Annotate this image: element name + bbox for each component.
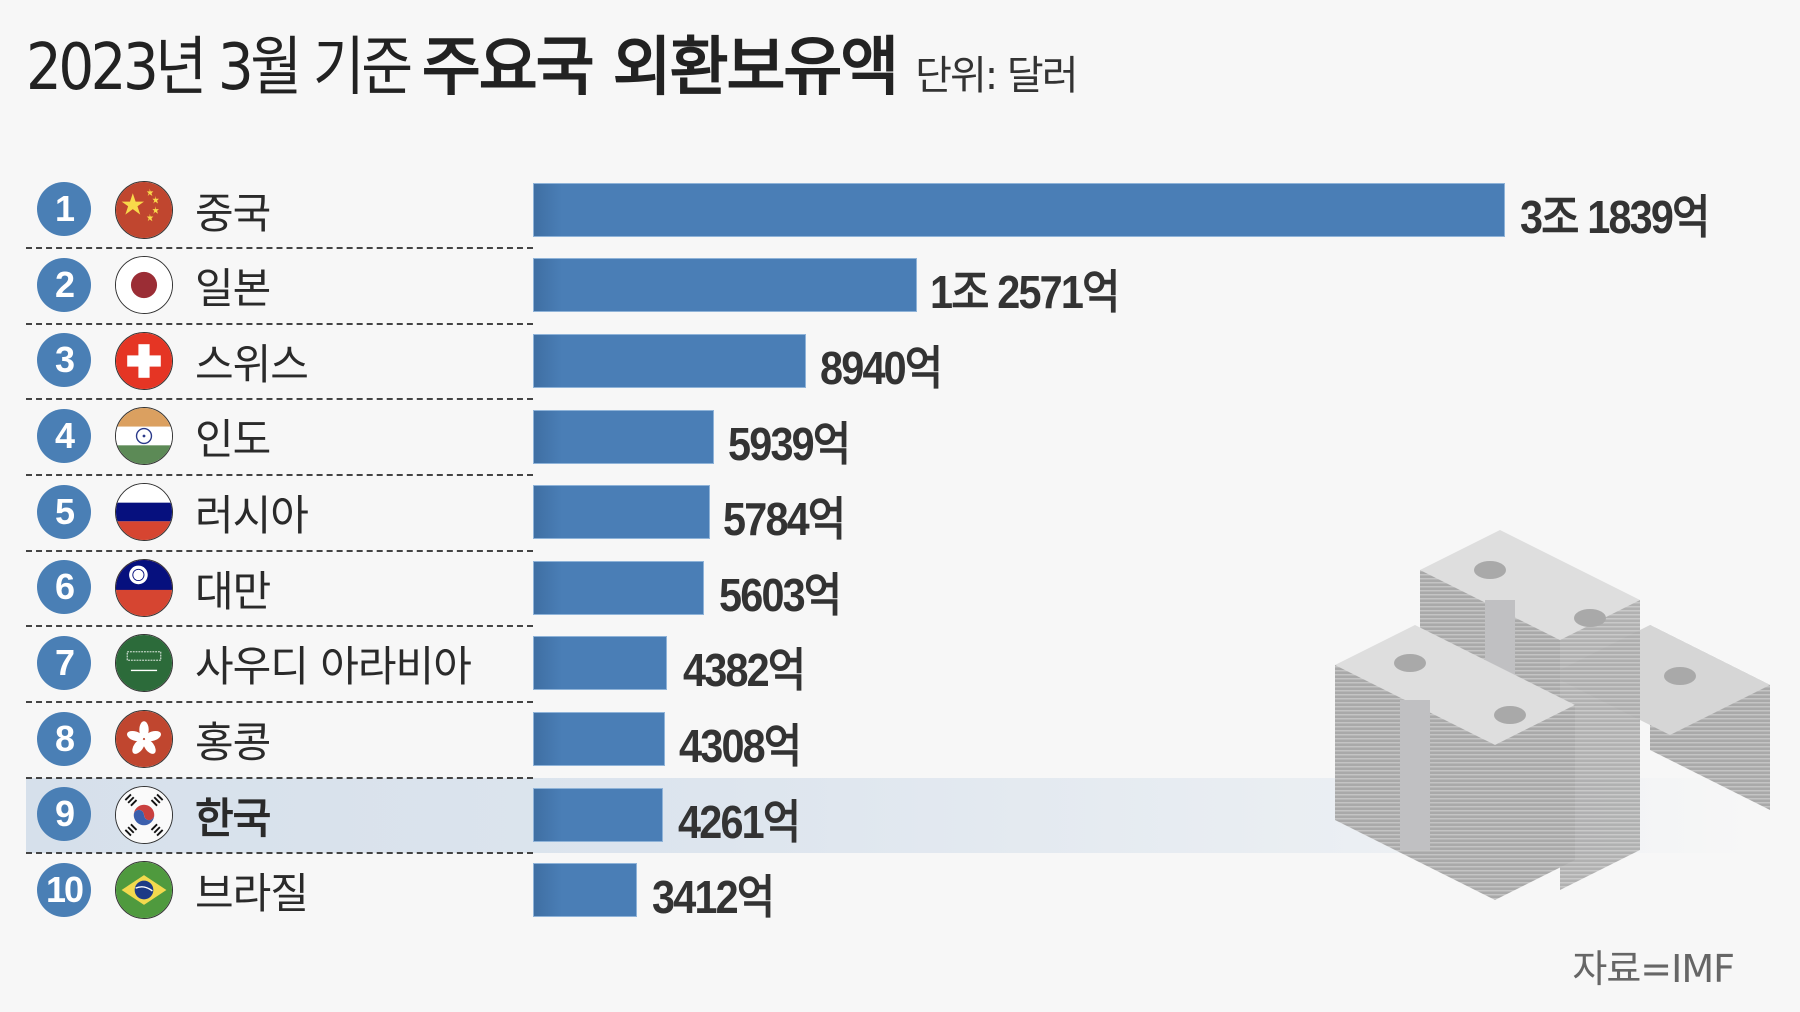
value-label: 3412억 bbox=[652, 871, 775, 923]
rank-badge: 8 bbox=[37, 712, 91, 766]
south-korea-flag-icon bbox=[115, 786, 173, 844]
country-name: 일본 bbox=[195, 264, 271, 313]
country-name: 한국 bbox=[195, 794, 271, 843]
rank-badge: 7 bbox=[37, 636, 91, 690]
value-label: 4382억 bbox=[683, 644, 806, 696]
country-name: 대만 bbox=[195, 567, 271, 616]
value-label: 4261억 bbox=[678, 796, 801, 848]
row-divider bbox=[26, 777, 533, 779]
value-label: 3조 1839억 bbox=[1520, 191, 1710, 243]
rank-badge: 1 bbox=[37, 182, 91, 236]
row-divider bbox=[26, 852, 533, 854]
title-date: 2023년 3월 기준 bbox=[26, 31, 413, 105]
switzerland-flag-icon bbox=[115, 332, 173, 390]
country-name: 브라질 bbox=[195, 869, 309, 918]
country-name: 인도 bbox=[195, 415, 271, 464]
rank-badge: 10 bbox=[37, 863, 91, 917]
value-label: 4308억 bbox=[679, 720, 802, 772]
bar-switzerland bbox=[533, 334, 806, 388]
row-divider bbox=[26, 625, 533, 627]
row-divider bbox=[26, 247, 533, 249]
taiwan-flag-icon bbox=[115, 559, 173, 617]
china-flag-icon bbox=[115, 181, 173, 239]
bar-south-korea bbox=[533, 788, 663, 842]
row-divider bbox=[26, 398, 533, 400]
chart-title: 2023년 3월 기준 주요국 외환보유액 단위: 달러 bbox=[26, 16, 1079, 106]
rank-badge: 4 bbox=[37, 409, 91, 463]
japan-flag-icon bbox=[115, 256, 173, 314]
rank-badge: 3 bbox=[37, 333, 91, 387]
bar-taiwan bbox=[533, 561, 704, 615]
rank-badge: 9 bbox=[37, 787, 91, 841]
value-label: 8940억 bbox=[820, 342, 943, 394]
source-label: 자료=IMF bbox=[1572, 947, 1735, 991]
country-name: 사우디 아라비아 bbox=[195, 642, 472, 691]
money-stack-icon bbox=[1310, 510, 1770, 900]
value-label: 5939억 bbox=[728, 418, 851, 470]
russia-flag-icon bbox=[115, 483, 173, 541]
bar-saudi-arabia bbox=[533, 636, 667, 690]
country-name: 홍콩 bbox=[195, 718, 271, 767]
value-label: 5784억 bbox=[723, 493, 846, 545]
unit-label: 단위: 달러 bbox=[915, 53, 1078, 99]
rank-badge: 6 bbox=[37, 560, 91, 614]
value-label: 1조 2571억 bbox=[930, 266, 1120, 318]
title-main: 주요국 외환보유액 bbox=[421, 31, 899, 105]
value-label: 5603억 bbox=[719, 569, 842, 621]
country-name: 러시아 bbox=[195, 491, 309, 540]
rank-badge: 2 bbox=[37, 258, 91, 312]
bar-russia bbox=[533, 485, 710, 539]
bar-india bbox=[533, 410, 714, 464]
bar-japan bbox=[533, 258, 917, 312]
country-name: 중국 bbox=[195, 189, 271, 238]
bar-china bbox=[533, 183, 1505, 237]
bar-brazil bbox=[533, 863, 637, 917]
row-divider bbox=[26, 474, 533, 476]
row-divider bbox=[26, 323, 533, 325]
row-divider bbox=[26, 701, 533, 703]
saudi-arabia-flag-icon bbox=[115, 634, 173, 692]
brazil-flag-icon bbox=[115, 861, 173, 919]
bar-hong-kong bbox=[533, 712, 665, 766]
country-name: 스위스 bbox=[195, 340, 309, 389]
rank-badge: 5 bbox=[37, 485, 91, 539]
hong-kong-flag-icon bbox=[115, 710, 173, 768]
india-flag-icon bbox=[115, 407, 173, 465]
row-divider bbox=[26, 550, 533, 552]
